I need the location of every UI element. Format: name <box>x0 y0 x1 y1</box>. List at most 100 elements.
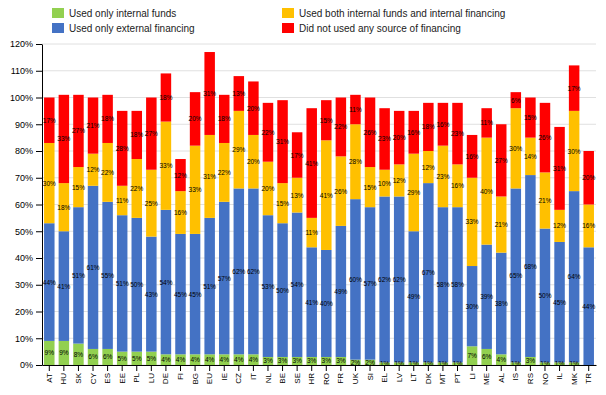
tick-label: IL <box>555 372 564 379</box>
bar-segment <box>117 352 127 365</box>
x-tick: AL <box>497 365 506 383</box>
data-label: 55% <box>101 272 114 279</box>
data-label: 18% <box>422 123 435 130</box>
data-label: 22% <box>130 185 143 192</box>
x-tick: FI <box>176 365 185 380</box>
tick-label: RS <box>526 373 535 384</box>
data-label: 29% <box>232 146 245 153</box>
data-label: 50% <box>538 292 551 299</box>
legend-swatch <box>282 23 294 33</box>
bar-segment <box>321 357 331 365</box>
data-label: 15% <box>276 200 289 207</box>
x-tick: LI <box>468 365 477 380</box>
data-label: 3% <box>292 357 302 364</box>
tick-label: SI <box>366 373 375 381</box>
y-tick: 120% <box>10 39 42 49</box>
data-label: 12% <box>87 166 100 173</box>
bar-segment <box>132 352 142 365</box>
data-label: 3% <box>526 357 536 364</box>
tick-label: MT <box>438 373 447 385</box>
bar-segment <box>73 344 83 365</box>
data-label: 16% <box>466 153 479 160</box>
tick-mark <box>515 365 516 371</box>
bar-segment <box>219 354 229 365</box>
tick-label: DE <box>161 373 170 384</box>
tick-label: LI <box>468 373 477 380</box>
data-label: 4% <box>234 356 244 363</box>
data-label: 11% <box>305 229 318 236</box>
tick-label: 70% <box>15 173 33 183</box>
data-label: 15% <box>72 184 85 191</box>
bar-segment <box>146 352 156 365</box>
data-label: 27% <box>72 127 85 134</box>
tick-mark <box>49 365 50 371</box>
data-label: 16% <box>174 209 187 216</box>
y-tick: 80% <box>15 146 42 156</box>
x-tick: LT <box>409 365 418 382</box>
data-label: 4% <box>190 356 200 363</box>
data-label: 41% <box>305 160 318 167</box>
data-label: 45% <box>189 291 202 298</box>
data-label: 49% <box>334 288 347 295</box>
data-label: 20% <box>261 185 274 192</box>
tick-mark <box>326 365 327 371</box>
data-label: 11% <box>480 119 493 126</box>
data-label: 39% <box>480 293 493 300</box>
legend-item: Used both internal funds and internal fi… <box>282 8 505 19</box>
data-label: 26% <box>538 134 551 141</box>
data-label: 54% <box>291 281 304 288</box>
data-label: 5% <box>117 355 127 362</box>
legend-label: Used both internal funds and internal fi… <box>299 8 505 19</box>
tick-mark <box>588 365 589 371</box>
data-label: 3% <box>263 357 273 364</box>
data-label: 4% <box>205 356 215 363</box>
tick-label: EE <box>118 373 127 384</box>
tick-mark <box>355 365 356 371</box>
data-label: 28% <box>349 158 362 165</box>
bar-segment <box>525 357 535 365</box>
legend-swatch <box>52 23 64 33</box>
data-label: 7% <box>467 352 477 359</box>
tick-label: DK <box>424 372 433 384</box>
tick-mark <box>151 365 152 371</box>
tick-label: 40% <box>15 253 33 263</box>
data-label: 6% <box>511 97 521 104</box>
tick-mark <box>36 258 42 259</box>
bar-segment <box>511 92 521 108</box>
tick-mark <box>544 365 545 371</box>
x-tick: ES <box>103 365 112 384</box>
data-label: 33% <box>159 162 172 169</box>
bar-segment <box>190 354 200 365</box>
data-label: 12% <box>553 222 566 229</box>
tick-label: BE <box>278 373 287 384</box>
data-label: 57% <box>218 275 231 282</box>
axis-domain <box>42 45 43 366</box>
tick-mark <box>297 365 298 371</box>
tick-label: MK <box>570 372 579 385</box>
data-label: 58% <box>436 281 449 288</box>
tick-label: IE <box>220 373 229 381</box>
data-label: 18% <box>159 94 172 101</box>
legend-item: Used only external financing <box>52 23 195 34</box>
data-label: 62% <box>232 268 245 275</box>
data-label: 18% <box>218 115 231 122</box>
data-label: 27% <box>495 157 508 164</box>
tick-label: BG <box>191 373 200 385</box>
tick-label: HU <box>59 373 68 385</box>
x-tick: DK <box>424 365 433 384</box>
tick-label: 20% <box>15 307 33 317</box>
tick-label: 50% <box>15 227 33 237</box>
grid-line <box>42 70 596 71</box>
x-tick: HR <box>307 365 316 385</box>
tick-mark <box>559 365 560 371</box>
bar-segment <box>263 357 273 365</box>
data-label: 62% <box>247 268 260 275</box>
data-label: 68% <box>524 263 537 270</box>
x-tick: NO <box>541 365 550 385</box>
data-label: 22% <box>101 169 114 176</box>
x-tick: AT <box>45 365 54 383</box>
tick-mark <box>530 365 531 371</box>
data-label: 58% <box>451 281 464 288</box>
legend: Used only internal fundsUsed only extern… <box>52 8 505 34</box>
x-tick: SE <box>293 365 302 384</box>
